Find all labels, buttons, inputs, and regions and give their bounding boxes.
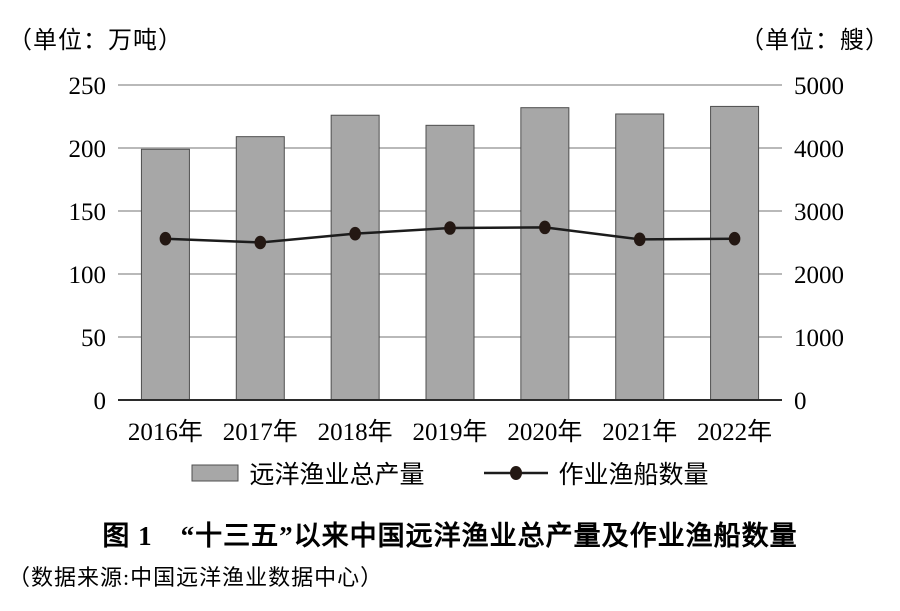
bar-2016年 (140, 148, 190, 401)
data-source-note: （数据来源:中国远洋渔业数据中心） (8, 565, 384, 590)
legend-label-production: 远洋渔业总产量 (249, 462, 425, 489)
line-marker-2018年 (349, 226, 361, 241)
right-axis-tick-label: 4000 (794, 136, 844, 163)
line-marker-2019年 (444, 221, 456, 235)
left-axis-unit-label: （单位：万吨） (8, 28, 183, 54)
x-axis-label: 2021年 (602, 418, 677, 446)
line-marker-2017年 (254, 235, 267, 250)
x-axis-label: 2018年 (318, 418, 393, 446)
bar-2022年 (710, 105, 760, 401)
bar-swatch-rect (191, 464, 239, 482)
right-axis-tick-label: 2000 (794, 262, 844, 289)
bar-2018年 (330, 114, 380, 401)
bar-2020年 (520, 107, 570, 401)
line-marker-2020年 (539, 220, 551, 235)
x-axis-label: 2020年 (507, 418, 582, 446)
left-axis-tick-label: 50 (81, 325, 106, 352)
legend-label-vessels: 作业渔船数量 (558, 462, 709, 489)
x-axis-label: 2019年 (412, 418, 487, 446)
right-axis-tick-label: 0 (794, 388, 807, 415)
right-axis-unit-label: （单位：艘） (740, 28, 890, 54)
left-axis-tick-label: 250 (69, 73, 107, 100)
legend-item-production: 远洋渔业总产量 (191, 455, 425, 491)
left-axis-tick-label: 200 (69, 136, 107, 163)
x-axis-label: 2017年 (223, 418, 298, 446)
legend-item-vessels: 作业渔船数量 (483, 455, 709, 491)
left-axis-tick-label: 150 (69, 199, 107, 226)
line-marker-swatch-icon (483, 466, 548, 480)
x-axis-label: 2016年 (128, 418, 203, 446)
line-swatch-marker (509, 466, 522, 480)
right-axis-tick-label: 3000 (794, 199, 844, 226)
bar-2019年 (425, 124, 475, 401)
chart-legend: 远洋渔业总产量 作业渔船数量 (0, 456, 900, 490)
left-axis-tick-label: 0 (94, 388, 107, 415)
bar-2021年 (615, 113, 665, 401)
bar-swatch-icon (191, 464, 239, 482)
x-axis-label: 2022年 (697, 418, 772, 446)
right-axis-tick-label: 1000 (794, 325, 844, 352)
left-axis-tick-label: 100 (69, 262, 107, 289)
bar-2017年 (235, 136, 285, 401)
line-marker-2016年 (159, 231, 172, 246)
combo-bar-line-chart: 0 50 100 150 200 250 0 1000 2000 3000 4000 5000 2016… (69, 73, 845, 446)
line-marker-2022年 (728, 231, 741, 246)
right-axis-tick-label: 5000 (794, 73, 844, 100)
line-marker-2021年 (633, 232, 646, 247)
figure-title: 图 1 “十三五”以来中国远洋渔业总产量及作业渔船数量 (102, 521, 798, 551)
